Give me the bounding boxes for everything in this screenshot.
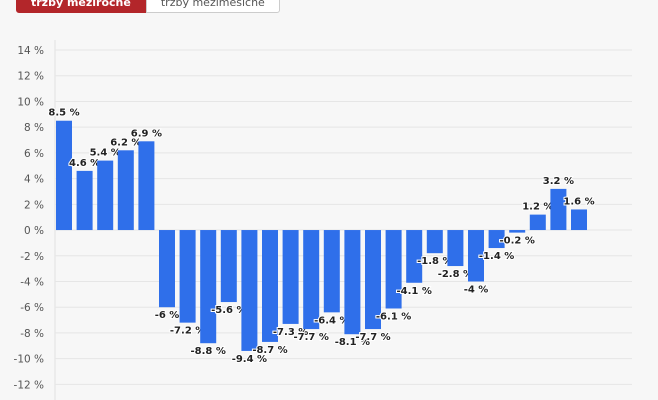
bar: [550, 188, 567, 231]
bar: [220, 230, 237, 303]
tab-group: tržby meziročně tržby meziměsíčně: [16, 0, 280, 13]
bar: [200, 230, 217, 344]
data-label: -4 %: [464, 284, 489, 295]
data-label: 3.2 %: [543, 176, 574, 187]
bar: [509, 230, 526, 233]
data-label: -0.2 %: [500, 236, 535, 247]
data-label: 6.9 %: [131, 128, 162, 139]
data-label: -8.7 %: [252, 345, 287, 356]
bar: [159, 230, 175, 308]
data-label: -6 %: [155, 310, 180, 321]
data-label: 1.2 %: [522, 202, 553, 213]
bar: [529, 214, 546, 231]
bar: [447, 230, 464, 267]
bar: [344, 230, 361, 335]
data-label: -8.1 %: [335, 337, 370, 348]
data-label: -4.1 %: [397, 286, 432, 297]
data-label: -7.2 %: [170, 326, 205, 337]
y-tick-label: -8 %: [20, 328, 44, 340]
bar: [117, 150, 134, 231]
data-label: -7.7 %: [355, 332, 390, 343]
data-label: -7.7 %: [294, 332, 329, 343]
y-tick-label: 0 %: [24, 225, 44, 237]
y-tick-label: 14 %: [17, 45, 44, 57]
tab-yoy[interactable]: tržby meziročně: [16, 0, 146, 13]
data-label: -6.4 %: [314, 315, 349, 326]
data-label: -7.3 %: [273, 327, 308, 338]
bar: [179, 230, 196, 323]
data-label: 5.4 %: [90, 148, 121, 159]
y-tick-label: -2 %: [20, 251, 44, 263]
data-label: -2.8 %: [438, 269, 473, 280]
data-label: -1.4 %: [479, 251, 514, 262]
bar: [426, 230, 443, 254]
bar: [323, 230, 340, 313]
bar: [241, 230, 258, 351]
bar: [468, 230, 484, 282]
bar: [365, 230, 381, 330]
y-tick-label: -4 %: [20, 276, 44, 288]
data-label: -9.4 %: [232, 354, 267, 365]
bar: [385, 230, 402, 309]
bar: [76, 170, 93, 231]
y-tick-label: 4 %: [24, 174, 44, 186]
y-tick-label: -12 %: [14, 379, 44, 391]
y-tick-label: 12 %: [17, 71, 44, 83]
y-tick-label: -6 %: [20, 302, 44, 314]
data-label: -5.6 %: [211, 305, 246, 316]
data-label: 8.5 %: [48, 108, 79, 119]
bar: [262, 230, 278, 342]
data-label: 4.6 %: [69, 158, 100, 169]
bar: [303, 230, 320, 330]
y-tick-label: -10 %: [14, 354, 44, 366]
data-label: 6.2 %: [110, 137, 141, 148]
data-label: -6.1 %: [376, 311, 411, 322]
bar: [571, 209, 587, 231]
data-label: -8.8 %: [191, 346, 226, 357]
data-label: -1.8 %: [417, 256, 452, 267]
bar: [56, 120, 72, 231]
y-tick-label: 8 %: [24, 122, 44, 134]
bar: [488, 230, 505, 249]
data-label: 1.6 %: [563, 196, 594, 207]
bar: [282, 230, 299, 324]
bar: [138, 141, 155, 231]
bar: [97, 160, 114, 231]
tab-mom[interactable]: tržby meziměsíčně: [145, 0, 280, 13]
y-tick-label: 10 %: [17, 96, 44, 108]
y-tick-label: 6 %: [24, 148, 44, 160]
y-tick-label: 2 %: [24, 199, 44, 211]
bar: [406, 230, 423, 283]
